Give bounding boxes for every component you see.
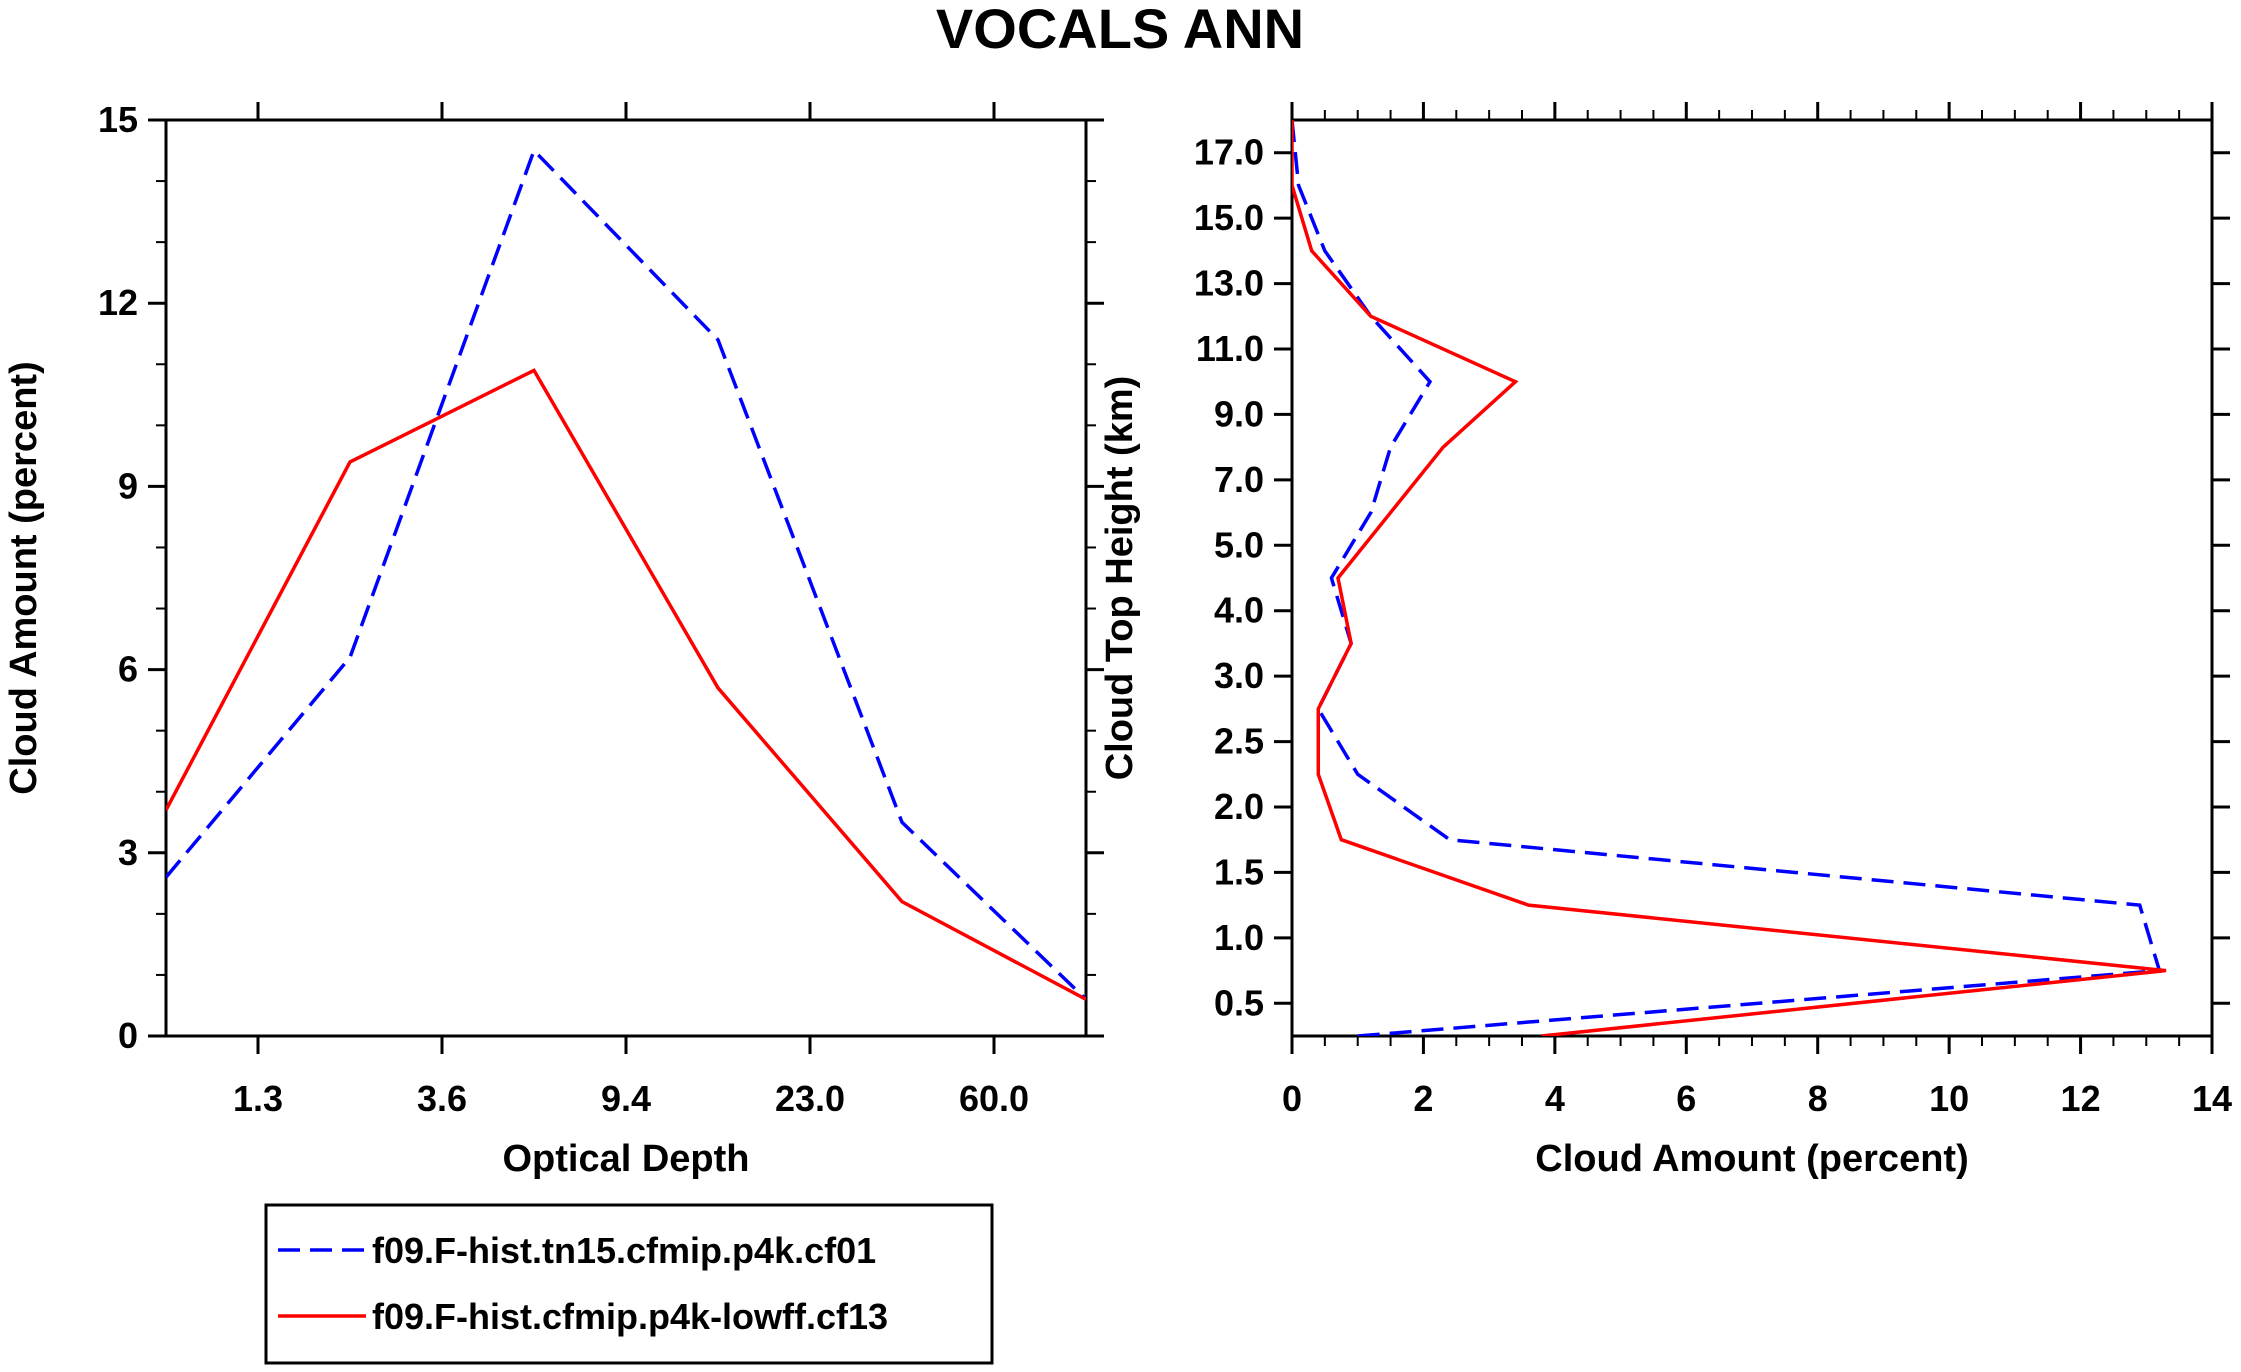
right-series-cf13-line (1292, 120, 2167, 1036)
right-x-tick-label: 6 (1676, 1078, 1696, 1119)
right-y-tick-label: 9.0 (1214, 393, 1264, 434)
right-y-tick-label: 11.0 (1196, 328, 1264, 369)
left-y-tick-label: 15 (98, 99, 138, 140)
right-y-axis-label: Cloud Top Height (km) (1099, 376, 1141, 781)
left-y-tick-label: 0 (118, 1015, 138, 1056)
left-series-cf01-line (166, 147, 1086, 1001)
right-x-tick-label: 2 (1413, 1078, 1433, 1119)
chart-title: VOCALS ANN (936, 0, 1304, 60)
left-plot-frame (164, 118, 1088, 1038)
left-series-cf13-line (166, 368, 1086, 1001)
right-y-tick-label: 1.0 (1214, 917, 1264, 958)
left-y-tick-label: 9 (118, 465, 138, 506)
left-x-tick-label: 1.3 (233, 1078, 283, 1119)
right-x-tick-label: 0 (1282, 1078, 1302, 1119)
legend: f09.F-hist.tn15.cfmip.p4k.cf01 f09.F-hist… (264, 1203, 994, 1365)
left-y-tick-label: 3 (118, 832, 138, 873)
right-y-tick-label: 4.0 (1214, 590, 1264, 631)
left-y-axis-label: Cloud Amount (percent) (3, 361, 45, 794)
right-y-tick-label: 7.0 (1214, 459, 1264, 500)
right-y-tick-label: 1.5 (1214, 851, 1264, 892)
left-x-axis-label: Optical Depth (502, 1138, 749, 1180)
left-x-tick-label: 60.0 (959, 1078, 1029, 1119)
right-x-tick-label: 4 (1545, 1078, 1565, 1119)
left-x-tick-label: 9.4 (601, 1078, 651, 1119)
right-y-tick-label: 2.5 (1214, 721, 1264, 762)
left-y-tick-label: 6 (118, 649, 138, 690)
legend-label-cf13: f09.F-hist.cfmip.p4k-lowff.cf13 (372, 1296, 888, 1337)
right-y-tick-label: 0.5 (1214, 982, 1264, 1023)
legend-box (264, 1203, 994, 1365)
panel-optical-depth: 1.3 3.6 9.4 23.0 60.0 0 3 6 9 12 15 Optical Depth Cl… (3, 99, 1104, 1180)
left-x-tick-label: 23.0 (775, 1078, 845, 1119)
right-y-tick-label: 17.0 (1194, 132, 1264, 173)
right-y-tick-label: 15.0 (1194, 197, 1264, 238)
right-x-tick-label: 12 (2061, 1078, 2101, 1119)
right-x-tick-label: 14 (2192, 1078, 2232, 1119)
right-y-tick-label: 3.0 (1214, 655, 1264, 696)
panel-cloud-top-height: 0 2 4 6 8 10 12 14 0.5 1.0 1.5 2.0 2.5 3.0 4.0 5.0 7.0 9.… (1099, 102, 2232, 1180)
right-series-cf01-line (1292, 120, 2162, 1036)
right-y-tick-label: 5.0 (1214, 524, 1264, 565)
left-y-tick-label: 12 (98, 282, 138, 323)
right-x-tick-label: 10 (1929, 1078, 1969, 1119)
right-y-tick-label: 13.0 (1194, 263, 1264, 304)
right-x-axis-label: Cloud Amount (percent) (1535, 1138, 1968, 1180)
right-x-tick-label: 8 (1808, 1078, 1828, 1119)
legend-label-cf01: f09.F-hist.tn15.cfmip.p4k.cf01 (372, 1230, 876, 1271)
right-y-tick-label: 2.0 (1214, 786, 1264, 827)
left-x-tick-label: 3.6 (417, 1078, 467, 1119)
